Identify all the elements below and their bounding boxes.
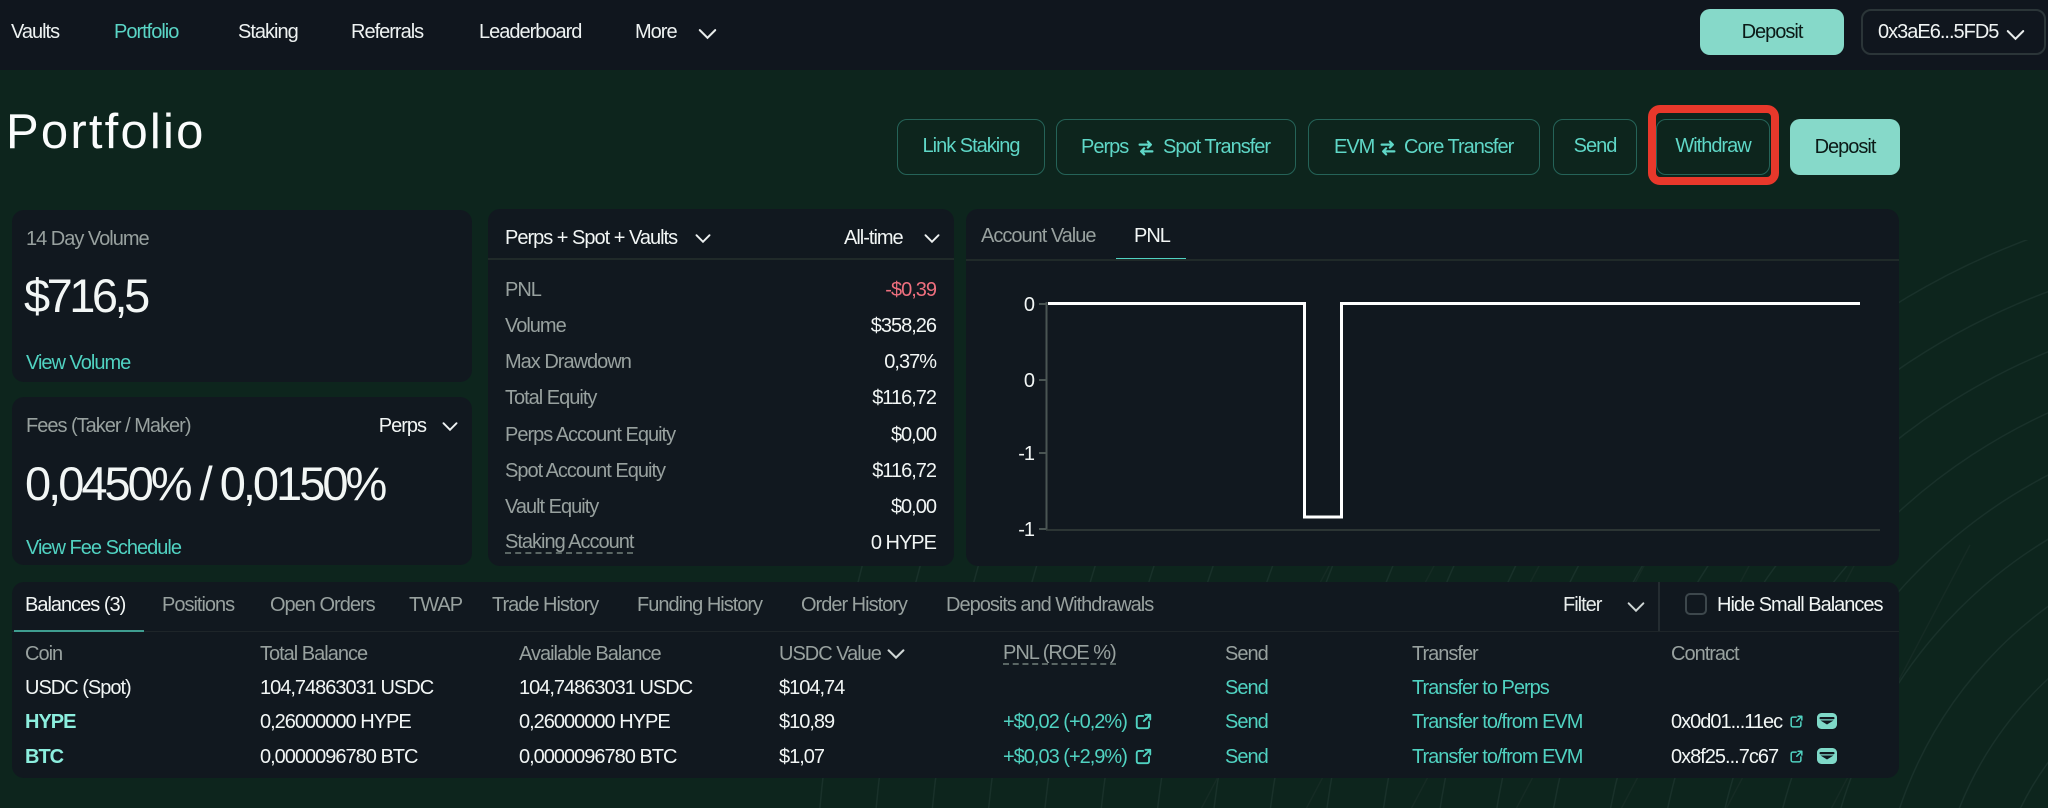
svg-text:0: 0 xyxy=(1024,370,1035,392)
svg-text:0: 0 xyxy=(1024,294,1035,316)
svg-text:-1: -1 xyxy=(1018,443,1035,465)
svg-text:-1: -1 xyxy=(1018,519,1035,541)
